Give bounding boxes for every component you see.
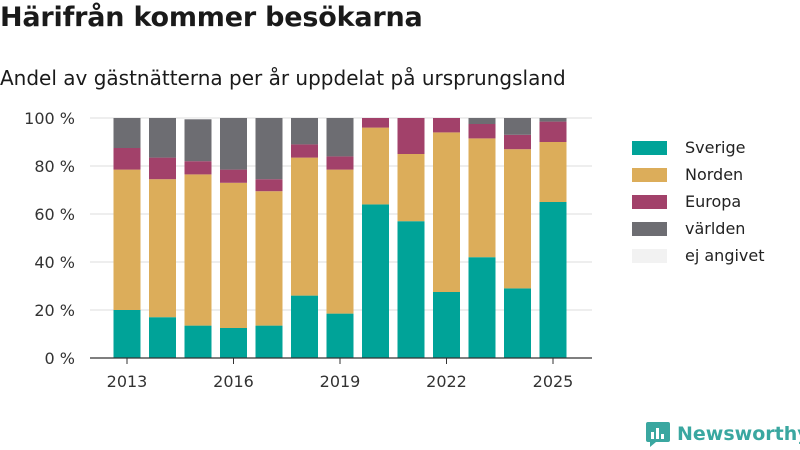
bar-segment-sverige-2017: [255, 325, 283, 358]
legend-swatch-varlden: [632, 221, 667, 236]
bar-segment-sverige-2021: [397, 221, 425, 358]
bar-segment-sverige-2022: [433, 292, 460, 358]
bar-segment-varlden-2023: [468, 118, 496, 124]
y-tick-label: 100 %: [24, 109, 75, 128]
x-tick-label: 2022: [426, 372, 467, 391]
bar-segment-norden-2019: [326, 169, 354, 314]
legend-item-varlden: världen: [632, 215, 765, 242]
legend-item-sverige: Sverige: [632, 134, 765, 161]
bar-segment-sverige-2023: [468, 257, 496, 358]
legend-label-sverige: Sverige: [685, 138, 746, 157]
newsworthy-brand: Newsworthy: [645, 420, 800, 448]
bar-segment-norden-2025: [539, 142, 567, 202]
x-tick-label: 2016: [213, 372, 254, 391]
brand-name: Newsworthy: [677, 423, 800, 445]
legend-item-norden: Norden: [632, 161, 765, 188]
legend-label-europa: Europa: [685, 192, 742, 211]
chart-title: Härifrån kommer besökarna: [0, 2, 423, 33]
legend-label-varlden: världen: [685, 219, 746, 238]
bar-segment-europa-2021: [397, 118, 425, 154]
legend-item-ej-angivet: ej angivet: [632, 242, 765, 269]
y-tick-label: 40 %: [34, 253, 75, 272]
bar-segment-varlden-2025: [539, 118, 567, 122]
bar-segment-varlden-2017: [255, 118, 283, 180]
axes: 0 % 20 % 40 % 60 % 80 % 100 % 2013 2016 2019 2022…: [24, 109, 592, 391]
legend: Sverige Norden Europa världen ej angivet: [632, 134, 765, 269]
bar-segment-europa-2023: [468, 124, 496, 139]
bar-segment-sverige-2013: [113, 310, 141, 358]
bar-segment-norden-2018: [291, 157, 318, 296]
bar-segment-varlden-2014: [149, 118, 176, 158]
bar-segment-europa-2020: [362, 118, 389, 128]
bar-segment-norden-2017: [255, 191, 283, 326]
bar-segment-norden-2016: [220, 182, 247, 328]
bar-segment-norden-2024: [504, 149, 531, 289]
legend-item-europa: Europa: [632, 188, 765, 215]
legend-swatch-sverige: [632, 140, 667, 155]
x-tick-label: 2019: [320, 372, 361, 391]
legend-label-norden: Norden: [685, 165, 744, 184]
bar-segment-norden-2021: [397, 154, 425, 222]
bars: [113, 118, 567, 358]
x-tick-label: 2025: [533, 372, 574, 391]
bar-segment-sverige-2024: [504, 288, 531, 358]
bar-segment-varlden-2013: [113, 118, 141, 148]
bar-segment-europa-2016: [220, 169, 247, 183]
bar-segment-europa-2017: [255, 179, 283, 192]
legend-swatch-europa: [632, 194, 667, 209]
bar-segment-europa-2013: [113, 148, 141, 170]
bar-segment-sverige-2018: [291, 295, 318, 358]
y-tick-label: 80 %: [34, 157, 75, 176]
bar-segment-europa-2022: [433, 118, 460, 133]
y-tick-label: 60 %: [34, 205, 75, 224]
bar-segment-europa-2024: [504, 134, 531, 150]
bar-segment-varlden-2018: [291, 118, 318, 145]
bar-segment-sverige-2016: [220, 328, 247, 358]
bar-segment-norden-2020: [362, 127, 389, 205]
legend-swatch-norden: [632, 167, 667, 182]
bar-segment-sverige-2014: [149, 317, 176, 358]
bar-segment-varlden-2016: [220, 118, 247, 170]
bar-segment-sverige-2025: [539, 202, 567, 358]
bar-chart-logo-icon: [646, 422, 670, 447]
legend-swatch-ej-angivet: [632, 248, 667, 263]
bar-segment-sverige-2020: [362, 204, 389, 358]
y-tick-label: 20 %: [34, 301, 75, 320]
bar-segment-ej-angivet-2015: [184, 118, 212, 120]
bar-segment-norden-2014: [149, 179, 176, 318]
legend-label-ej-angivet: ej angivet: [685, 246, 765, 265]
bar-segment-varlden-2024: [504, 118, 531, 135]
bar-segment-varlden-2019: [326, 118, 354, 157]
bar-segment-europa-2015: [184, 161, 212, 175]
bar-segment-sverige-2015: [184, 325, 212, 358]
bar-segment-norden-2022: [433, 132, 460, 292]
bar-segment-europa-2019: [326, 156, 354, 170]
bar-segment-norden-2015: [184, 174, 212, 326]
x-tick-label: 2013: [107, 372, 148, 391]
y-tick-label: 0 %: [45, 349, 75, 368]
bar-segment-europa-2014: [149, 157, 176, 180]
bar-segment-varlden-2015: [184, 119, 212, 162]
bar-segment-europa-2025: [539, 121, 567, 142]
bar-segment-sverige-2019: [326, 313, 354, 358]
bar-segment-norden-2023: [468, 138, 496, 258]
bar-segment-norden-2013: [113, 169, 141, 310]
bar-segment-europa-2018: [291, 144, 318, 158]
chart-subtitle: Andel av gästnätterna per år uppdelat på…: [0, 66, 566, 90]
